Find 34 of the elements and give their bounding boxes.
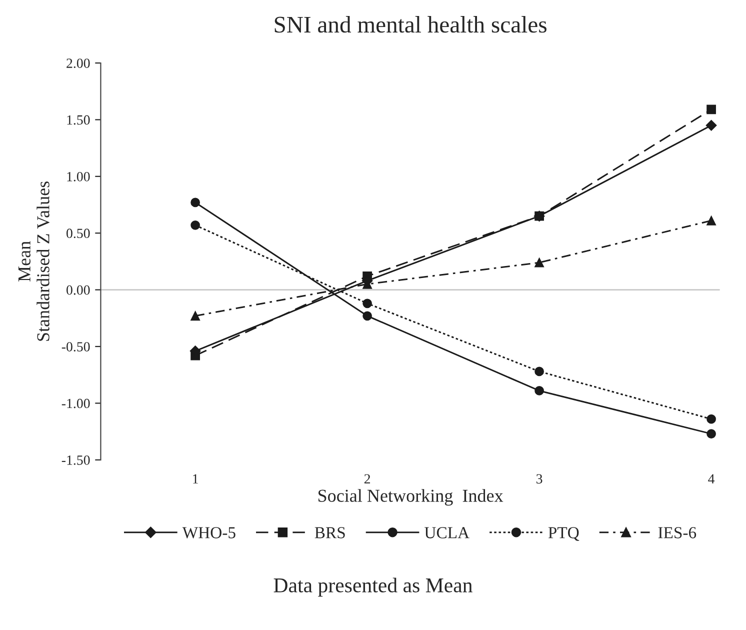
y-tick-label: 0.00 bbox=[66, 285, 90, 295]
legend-label: IES-6 bbox=[658, 527, 696, 538]
x-tick-label: 3 bbox=[536, 474, 542, 484]
x-axis-title: Social Networking Index bbox=[318, 489, 504, 506]
legend-label: BRS bbox=[314, 527, 345, 538]
y-tick-label: 1.50 bbox=[67, 115, 90, 125]
point bbox=[362, 298, 372, 308]
point bbox=[706, 216, 716, 226]
point bbox=[190, 198, 200, 208]
y-tick-label: 1.00 bbox=[67, 172, 90, 182]
point bbox=[706, 429, 716, 439]
y-tick-label: 0.50 bbox=[66, 228, 90, 238]
point bbox=[706, 120, 717, 131]
legend-label: UCLA bbox=[424, 527, 470, 538]
text: Data presented as Mean bbox=[274, 578, 472, 597]
point bbox=[534, 258, 544, 268]
y-axis-title: Mean Standardised Z Values bbox=[18, 182, 50, 341]
y-tick-label: -1.50 bbox=[62, 455, 90, 465]
point bbox=[362, 311, 372, 321]
x-tick-label: 1 bbox=[193, 474, 198, 484]
point bbox=[534, 386, 544, 396]
legend-label: PTQ bbox=[548, 527, 580, 541]
point bbox=[190, 220, 200, 230]
point bbox=[534, 366, 544, 376]
point bbox=[706, 104, 716, 114]
y-tick-label: -0.50 bbox=[62, 342, 90, 352]
x-tick-label: 2 bbox=[364, 474, 370, 484]
y-tick-label: -1.00 bbox=[62, 398, 90, 408]
point bbox=[706, 414, 716, 424]
chart-title: SNI and mental health scales bbox=[274, 16, 546, 33]
x-tick-label: 4 bbox=[708, 474, 715, 484]
legend-label: WHO-5 bbox=[182, 527, 236, 538]
point bbox=[190, 311, 200, 321]
y-tick-label: 2.00 bbox=[66, 58, 90, 68]
